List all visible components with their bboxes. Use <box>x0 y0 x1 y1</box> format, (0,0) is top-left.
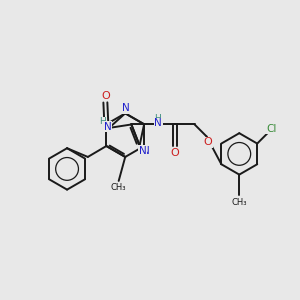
Text: CH₃: CH₃ <box>232 198 247 207</box>
Text: H: H <box>154 114 161 123</box>
Text: N: N <box>139 146 146 155</box>
Text: Cl: Cl <box>266 124 276 134</box>
Text: CH₃: CH₃ <box>111 183 126 192</box>
Text: N: N <box>104 122 112 132</box>
Text: N: N <box>142 146 150 156</box>
Text: N: N <box>154 118 162 128</box>
Text: O: O <box>101 91 110 100</box>
Text: N: N <box>122 103 130 113</box>
Text: O: O <box>203 137 212 147</box>
Text: H: H <box>99 118 106 127</box>
Text: O: O <box>171 148 179 158</box>
